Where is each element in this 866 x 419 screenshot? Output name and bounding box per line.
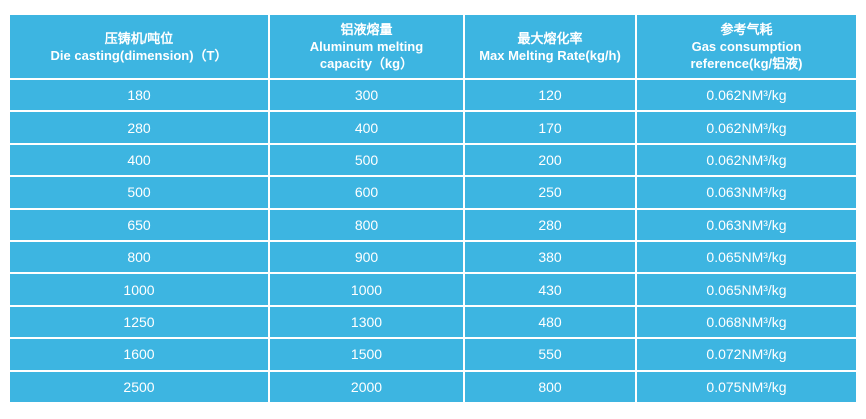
die-casting-cell: 650 bbox=[8, 207, 270, 242]
die-casting-cell: 400 bbox=[8, 142, 270, 178]
die-casting-cell: 1600 bbox=[8, 337, 270, 372]
melting-capacity-cell: 2000 bbox=[268, 369, 465, 405]
table-header-row: 压铸机/吨位 Die casting(dimension)（T） 铝液熔量 Al… bbox=[8, 13, 858, 80]
spec-table: 压铸机/吨位 Die casting(dimension)（T） 铝液熔量 Al… bbox=[8, 13, 858, 405]
gas-consumption-cell: 0.072NM³/kg bbox=[635, 337, 858, 372]
table-row: 180 300 120 0.062NM³/kg bbox=[8, 77, 858, 113]
gas-consumption-cell: 0.068NM³/kg bbox=[635, 304, 858, 340]
header-zh: 最大熔化率 bbox=[517, 30, 583, 46]
table-row: 280 400 170 0.062NM³/kg bbox=[8, 110, 858, 145]
gas-consumption-cell: 0.062NM³/kg bbox=[635, 142, 858, 178]
die-casting-cell: 180 bbox=[8, 77, 270, 113]
header-en-cont: capacity（kg） bbox=[319, 56, 414, 71]
max-melting-rate-cell: 380 bbox=[463, 239, 637, 275]
max-melting-rate-cell: 800 bbox=[463, 369, 637, 405]
die-casting-cell: 280 bbox=[8, 110, 270, 145]
max-melting-rate-cell: 120 bbox=[463, 77, 637, 113]
header-gas-consumption: 参考气耗 Gas consumption reference(kg/铝液) bbox=[635, 13, 858, 80]
gas-consumption-cell: 0.062NM³/kg bbox=[635, 110, 858, 145]
header-melting-capacity: 铝液熔量 Aluminum melting capacity（kg） bbox=[268, 13, 465, 80]
gas-consumption-cell: 0.063NM³/kg bbox=[635, 175, 858, 210]
max-melting-rate-cell: 250 bbox=[463, 175, 637, 210]
die-casting-cell: 500 bbox=[8, 175, 270, 210]
table-body: 180 300 120 0.062NM³/kg 280 400 170 0.062NM³/kg… bbox=[8, 77, 858, 405]
melting-capacity-cell: 1500 bbox=[268, 337, 465, 372]
table-row: 1000 1000 430 0.065NM³/kg bbox=[8, 272, 858, 307]
melting-capacity-cell: 900 bbox=[268, 239, 465, 275]
table-row: 1250 1300 480 0.068NM³/kg bbox=[8, 304, 858, 340]
max-melting-rate-cell: 170 bbox=[463, 110, 637, 145]
header-zh: 参考气耗 bbox=[720, 22, 773, 37]
table-row: 500 600 250 0.063NM³/kg bbox=[8, 175, 858, 210]
die-casting-cell: 800 bbox=[8, 239, 270, 275]
table-row: 400 500 200 0.062NM³/kg bbox=[8, 142, 858, 178]
gas-consumption-cell: 0.063NM³/kg bbox=[635, 207, 858, 242]
header-en: Die casting(dimension)（T） bbox=[50, 47, 228, 63]
header-en: Max Melting Rate(kg/h) bbox=[479, 47, 621, 63]
melting-capacity-cell: 600 bbox=[268, 175, 465, 210]
gas-consumption-cell: 0.075NM³/kg bbox=[635, 369, 858, 405]
gas-consumption-cell: 0.062NM³/kg bbox=[635, 77, 858, 113]
max-melting-rate-cell: 200 bbox=[463, 142, 637, 178]
table-row: 650 800 280 0.063NM³/kg bbox=[8, 207, 858, 242]
header-zh: 压铸机/吨位 bbox=[104, 30, 174, 46]
header-en: Gas consumption bbox=[691, 39, 802, 54]
die-casting-cell: 1250 bbox=[8, 304, 270, 340]
melting-capacity-cell: 1000 bbox=[268, 272, 465, 307]
gas-consumption-cell: 0.065NM³/kg bbox=[635, 239, 858, 275]
melting-capacity-cell: 300 bbox=[268, 77, 465, 113]
max-melting-rate-cell: 550 bbox=[463, 337, 637, 372]
melting-capacity-cell: 1300 bbox=[268, 304, 465, 340]
max-melting-rate-cell: 430 bbox=[463, 272, 637, 307]
header-zh: 铝液熔量 bbox=[340, 22, 393, 37]
max-melting-rate-cell: 280 bbox=[463, 207, 637, 242]
melting-capacity-cell: 800 bbox=[268, 207, 465, 242]
header-en-cont: reference(kg/铝液) bbox=[690, 56, 803, 71]
melting-capacity-cell: 400 bbox=[268, 110, 465, 145]
table-row: 2500 2000 800 0.075NM³/kg bbox=[8, 369, 858, 405]
spec-table-container: 压铸机/吨位 Die casting(dimension)（T） 铝液熔量 Al… bbox=[8, 13, 858, 405]
header-max-melting-rate: 最大熔化率 Max Melting Rate(kg/h) bbox=[463, 13, 637, 80]
die-casting-cell: 1000 bbox=[8, 272, 270, 307]
melting-capacity-cell: 500 bbox=[268, 142, 465, 178]
max-melting-rate-cell: 480 bbox=[463, 304, 637, 340]
die-casting-cell: 2500 bbox=[8, 369, 270, 405]
header-die-casting: 压铸机/吨位 Die casting(dimension)（T） bbox=[8, 13, 270, 80]
table-row: 1600 1500 550 0.072NM³/kg bbox=[8, 337, 858, 372]
header-en: Aluminum melting bbox=[309, 39, 424, 54]
table-row: 800 900 380 0.065NM³/kg bbox=[8, 239, 858, 275]
gas-consumption-cell: 0.065NM³/kg bbox=[635, 272, 858, 307]
